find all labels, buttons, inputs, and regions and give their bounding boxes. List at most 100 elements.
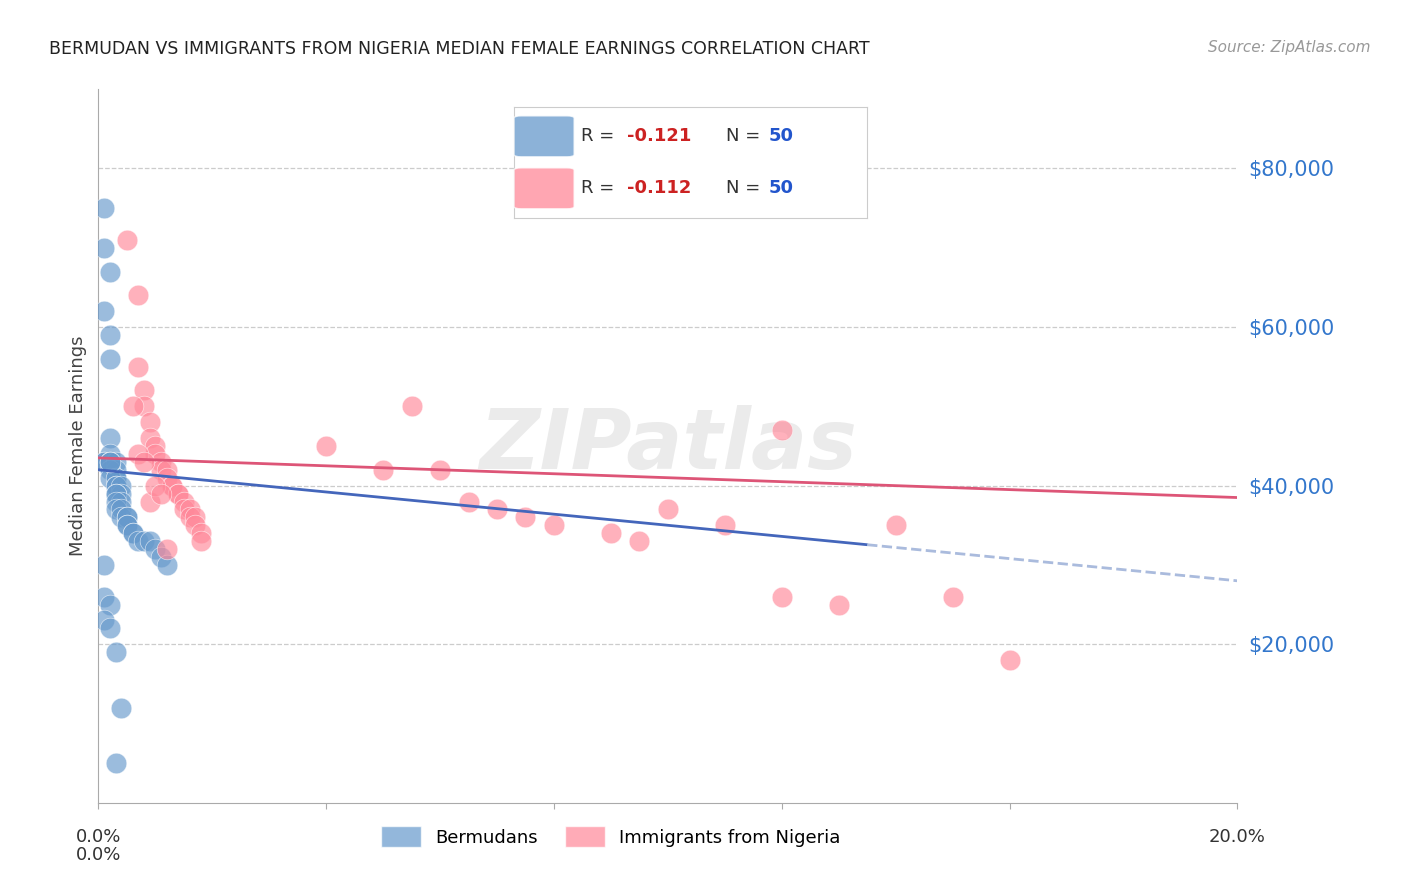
Legend: Bermudans, Immigrants from Nigeria: Bermudans, Immigrants from Nigeria — [374, 819, 848, 855]
Point — [628, 534, 651, 549]
Point — [156, 463, 179, 477]
Point — [127, 288, 149, 302]
Point — [184, 510, 207, 524]
Point — [127, 447, 149, 461]
Point — [162, 478, 184, 492]
Point — [98, 328, 121, 343]
Point — [98, 351, 121, 366]
Point — [93, 201, 115, 215]
Point — [132, 400, 155, 414]
Point — [150, 486, 173, 500]
Text: 0.0%: 0.0% — [76, 828, 121, 846]
Point — [98, 431, 121, 445]
Point — [657, 502, 679, 516]
Point — [104, 478, 127, 492]
Point — [127, 534, 149, 549]
Y-axis label: Median Female Earnings: Median Female Earnings — [69, 335, 87, 557]
Point — [600, 526, 623, 541]
Point — [184, 518, 207, 533]
Point — [104, 494, 127, 508]
Point — [98, 455, 121, 469]
Point — [127, 359, 149, 374]
Point — [98, 455, 121, 469]
Point — [115, 233, 138, 247]
Point — [156, 558, 179, 572]
Point — [998, 653, 1021, 667]
Point — [104, 463, 127, 477]
Point — [770, 590, 793, 604]
Point — [121, 526, 143, 541]
Point — [115, 510, 138, 524]
Point — [93, 558, 115, 572]
Point — [121, 400, 143, 414]
Point — [110, 486, 132, 500]
Point — [138, 431, 160, 445]
Point — [190, 534, 212, 549]
Point — [93, 455, 115, 469]
Point — [942, 590, 965, 604]
Point — [190, 526, 212, 541]
Text: 0.0%: 0.0% — [76, 847, 121, 864]
Point — [884, 518, 907, 533]
Point — [121, 526, 143, 541]
Point — [104, 471, 127, 485]
Point — [515, 510, 537, 524]
Point — [93, 304, 115, 318]
Point — [429, 463, 451, 477]
Point — [104, 471, 127, 485]
Point — [98, 264, 121, 278]
Point — [110, 510, 132, 524]
Point — [138, 534, 160, 549]
Point — [132, 534, 155, 549]
Point — [179, 502, 201, 516]
Point — [115, 510, 138, 524]
Text: ZIPatlas: ZIPatlas — [479, 406, 856, 486]
Point — [110, 494, 132, 508]
Point — [104, 455, 127, 469]
Point — [714, 518, 737, 533]
Point — [145, 447, 167, 461]
Point — [150, 549, 173, 564]
Point — [98, 598, 121, 612]
Point — [138, 494, 160, 508]
Point — [93, 241, 115, 255]
Point — [145, 439, 167, 453]
Point — [98, 455, 121, 469]
Point — [104, 486, 127, 500]
Point — [315, 439, 337, 453]
Point — [145, 478, 167, 492]
Point — [150, 455, 173, 469]
Point — [93, 614, 115, 628]
Point — [132, 384, 155, 398]
Point — [457, 494, 479, 508]
Text: BERMUDAN VS IMMIGRANTS FROM NIGERIA MEDIAN FEMALE EARNINGS CORRELATION CHART: BERMUDAN VS IMMIGRANTS FROM NIGERIA MEDI… — [49, 40, 870, 58]
Point — [93, 590, 115, 604]
Point — [167, 486, 190, 500]
Point — [401, 400, 423, 414]
Point — [98, 621, 121, 635]
Point — [167, 486, 190, 500]
Point — [150, 463, 173, 477]
Point — [115, 518, 138, 533]
Point — [93, 455, 115, 469]
Point — [138, 415, 160, 429]
Text: Source: ZipAtlas.com: Source: ZipAtlas.com — [1208, 40, 1371, 55]
Point — [104, 756, 127, 771]
Point — [132, 455, 155, 469]
Text: 20.0%: 20.0% — [1209, 828, 1265, 846]
Point — [543, 518, 565, 533]
Point — [770, 423, 793, 437]
Point — [104, 502, 127, 516]
Point — [104, 486, 127, 500]
Point — [104, 478, 127, 492]
Point — [98, 471, 121, 485]
Point — [828, 598, 851, 612]
Point — [373, 463, 395, 477]
Point — [173, 502, 195, 516]
Point — [110, 700, 132, 714]
Point — [156, 542, 179, 557]
Point — [162, 478, 184, 492]
Point — [104, 645, 127, 659]
Point — [110, 478, 132, 492]
Point — [110, 502, 132, 516]
